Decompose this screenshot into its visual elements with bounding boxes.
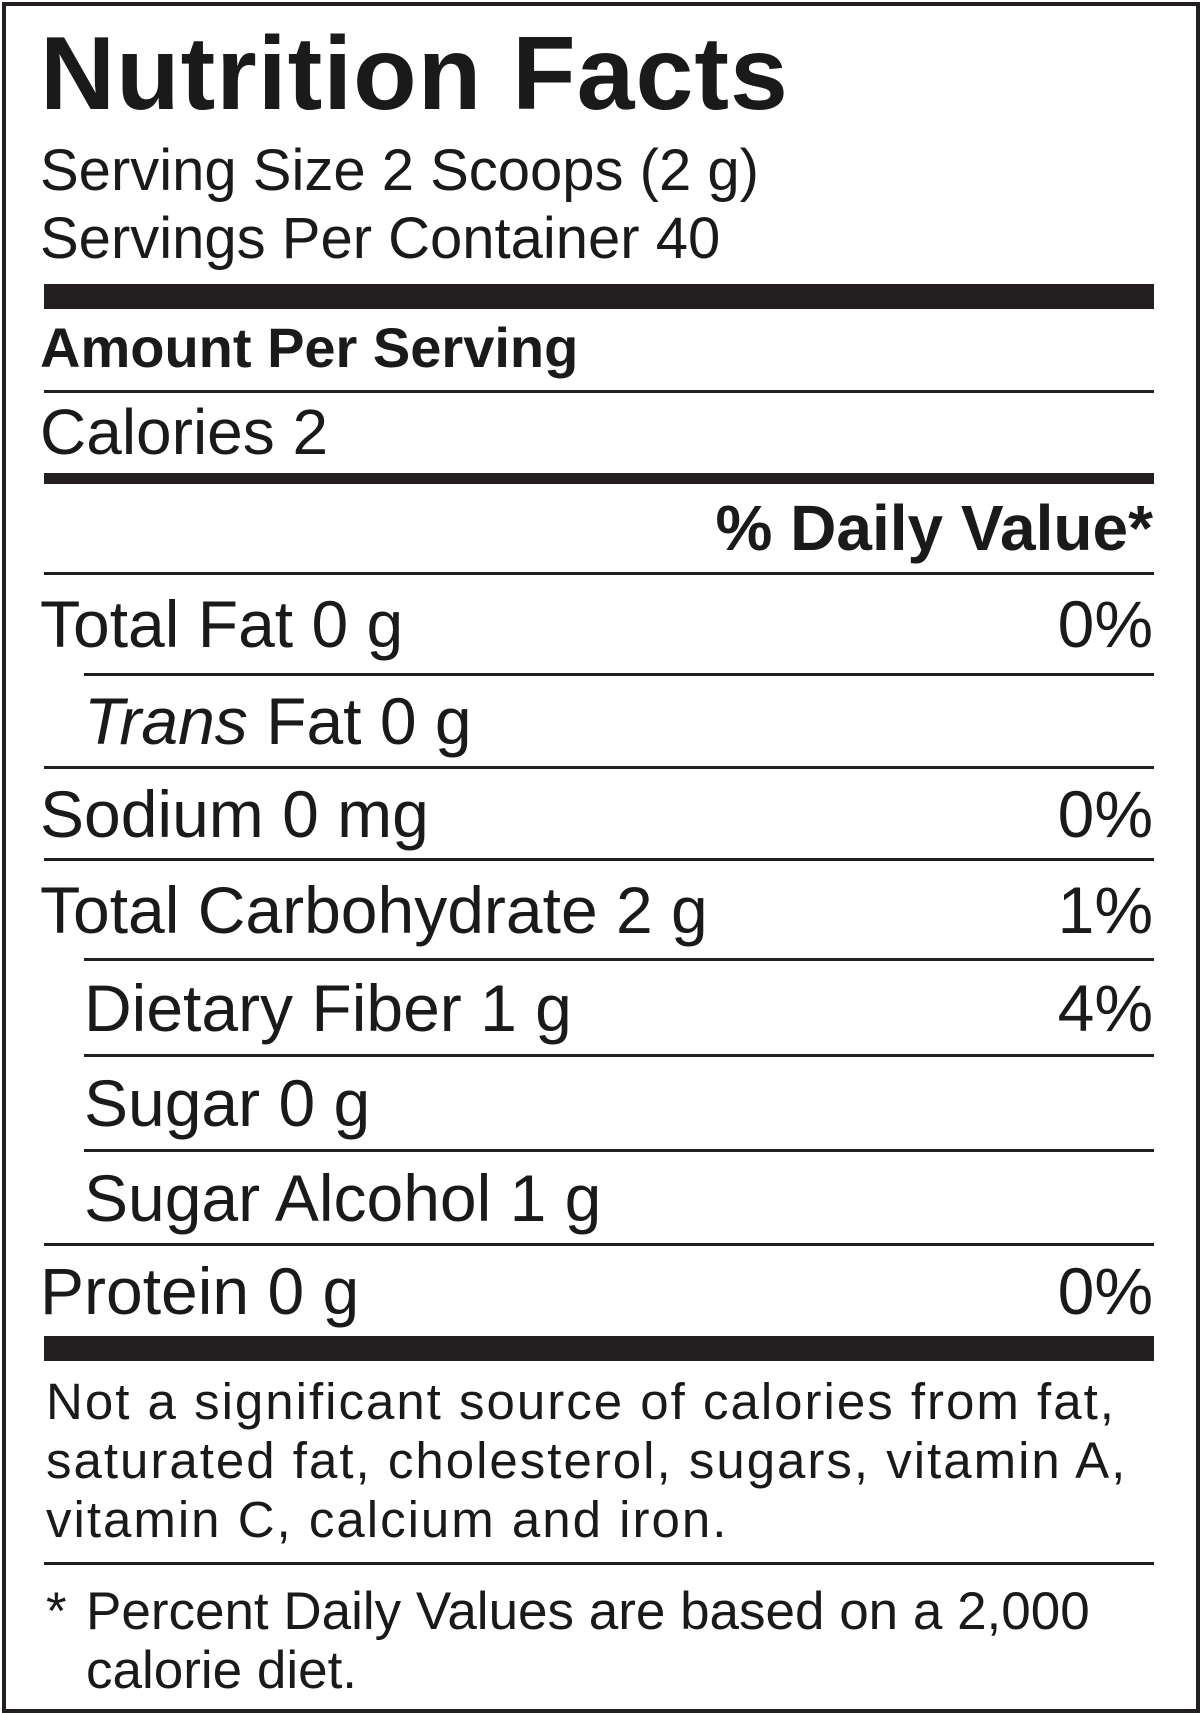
medium-divider xyxy=(44,473,1154,484)
divider xyxy=(44,1243,1154,1246)
nutrient-row-sugar-alcohol: Sugar Alcohol 1 g xyxy=(0,1152,1200,1243)
daily-value-note: * Percent Daily Values are based on a 2,… xyxy=(46,1582,1156,1700)
nutrient-dv: 0% xyxy=(1057,587,1153,661)
serving-size: Serving Size 2 Scoops (2 g) xyxy=(40,138,759,203)
nutrient-label: Protein 0 g xyxy=(40,1254,360,1328)
nutrient-label: Dietary Fiber 1 g xyxy=(84,970,572,1045)
thick-divider xyxy=(44,1336,1154,1361)
divider xyxy=(44,1562,1154,1565)
nutrient-label: Sugar 0 g xyxy=(84,1066,371,1140)
nutrient-dv: 1% xyxy=(1057,872,1153,947)
nutrient-label: Sodium 0 mg xyxy=(40,776,429,851)
divider xyxy=(84,673,1154,676)
divider xyxy=(84,1149,1154,1152)
divider xyxy=(84,1054,1154,1057)
divider xyxy=(44,572,1154,575)
nutrient-label: Total Carbohydrate 2 g xyxy=(40,872,708,947)
nutrient-row-sugar: Sugar 0 g xyxy=(0,1057,1200,1149)
divider xyxy=(44,390,1154,393)
divider xyxy=(44,858,1154,861)
thick-divider xyxy=(44,284,1154,309)
nutrient-row-total-fat: Total Fat 0 g 0% xyxy=(0,575,1200,673)
nutrient-dv: 0% xyxy=(1057,776,1153,851)
nutrient-row-trans-fat: Trans Fat 0 g xyxy=(0,676,1200,766)
amount-per-serving: Amount Per Serving xyxy=(40,316,579,379)
daily-value-header: % Daily Value* xyxy=(715,492,1153,564)
trans-prefix: Trans xyxy=(84,684,248,758)
servings-per-container: Servings Per Container 40 xyxy=(40,206,721,271)
nutrient-row-sodium: Sodium 0 mg 0% xyxy=(0,769,1200,858)
nutrient-row-total-carbohydrate: Total Carbohydrate 2 g 1% xyxy=(0,861,1200,958)
divider xyxy=(84,958,1154,961)
calories: Calories 2 xyxy=(40,396,329,468)
nutrient-dv: 4% xyxy=(1057,970,1153,1045)
nutrient-row-dietary-fiber: Dietary Fiber 1 g 4% xyxy=(0,961,1200,1054)
nutrient-label: Sugar Alcohol 1 g xyxy=(84,1160,602,1235)
footnote: Not a significant source of calories fro… xyxy=(46,1373,1128,1548)
asterisk: * xyxy=(46,1582,67,1641)
nutrient-label: Total Fat 0 g xyxy=(40,587,404,661)
daily-value-note-text: Percent Daily Values are based on a 2,00… xyxy=(86,1582,1090,1700)
nutrient-label: Fat 0 g xyxy=(247,684,472,758)
label-title: Nutrition Facts xyxy=(40,16,789,132)
nutrient-dv: 0% xyxy=(1057,1254,1153,1328)
divider xyxy=(44,766,1154,769)
nutrient-row-protein: Protein 0 g 0% xyxy=(0,1246,1200,1336)
